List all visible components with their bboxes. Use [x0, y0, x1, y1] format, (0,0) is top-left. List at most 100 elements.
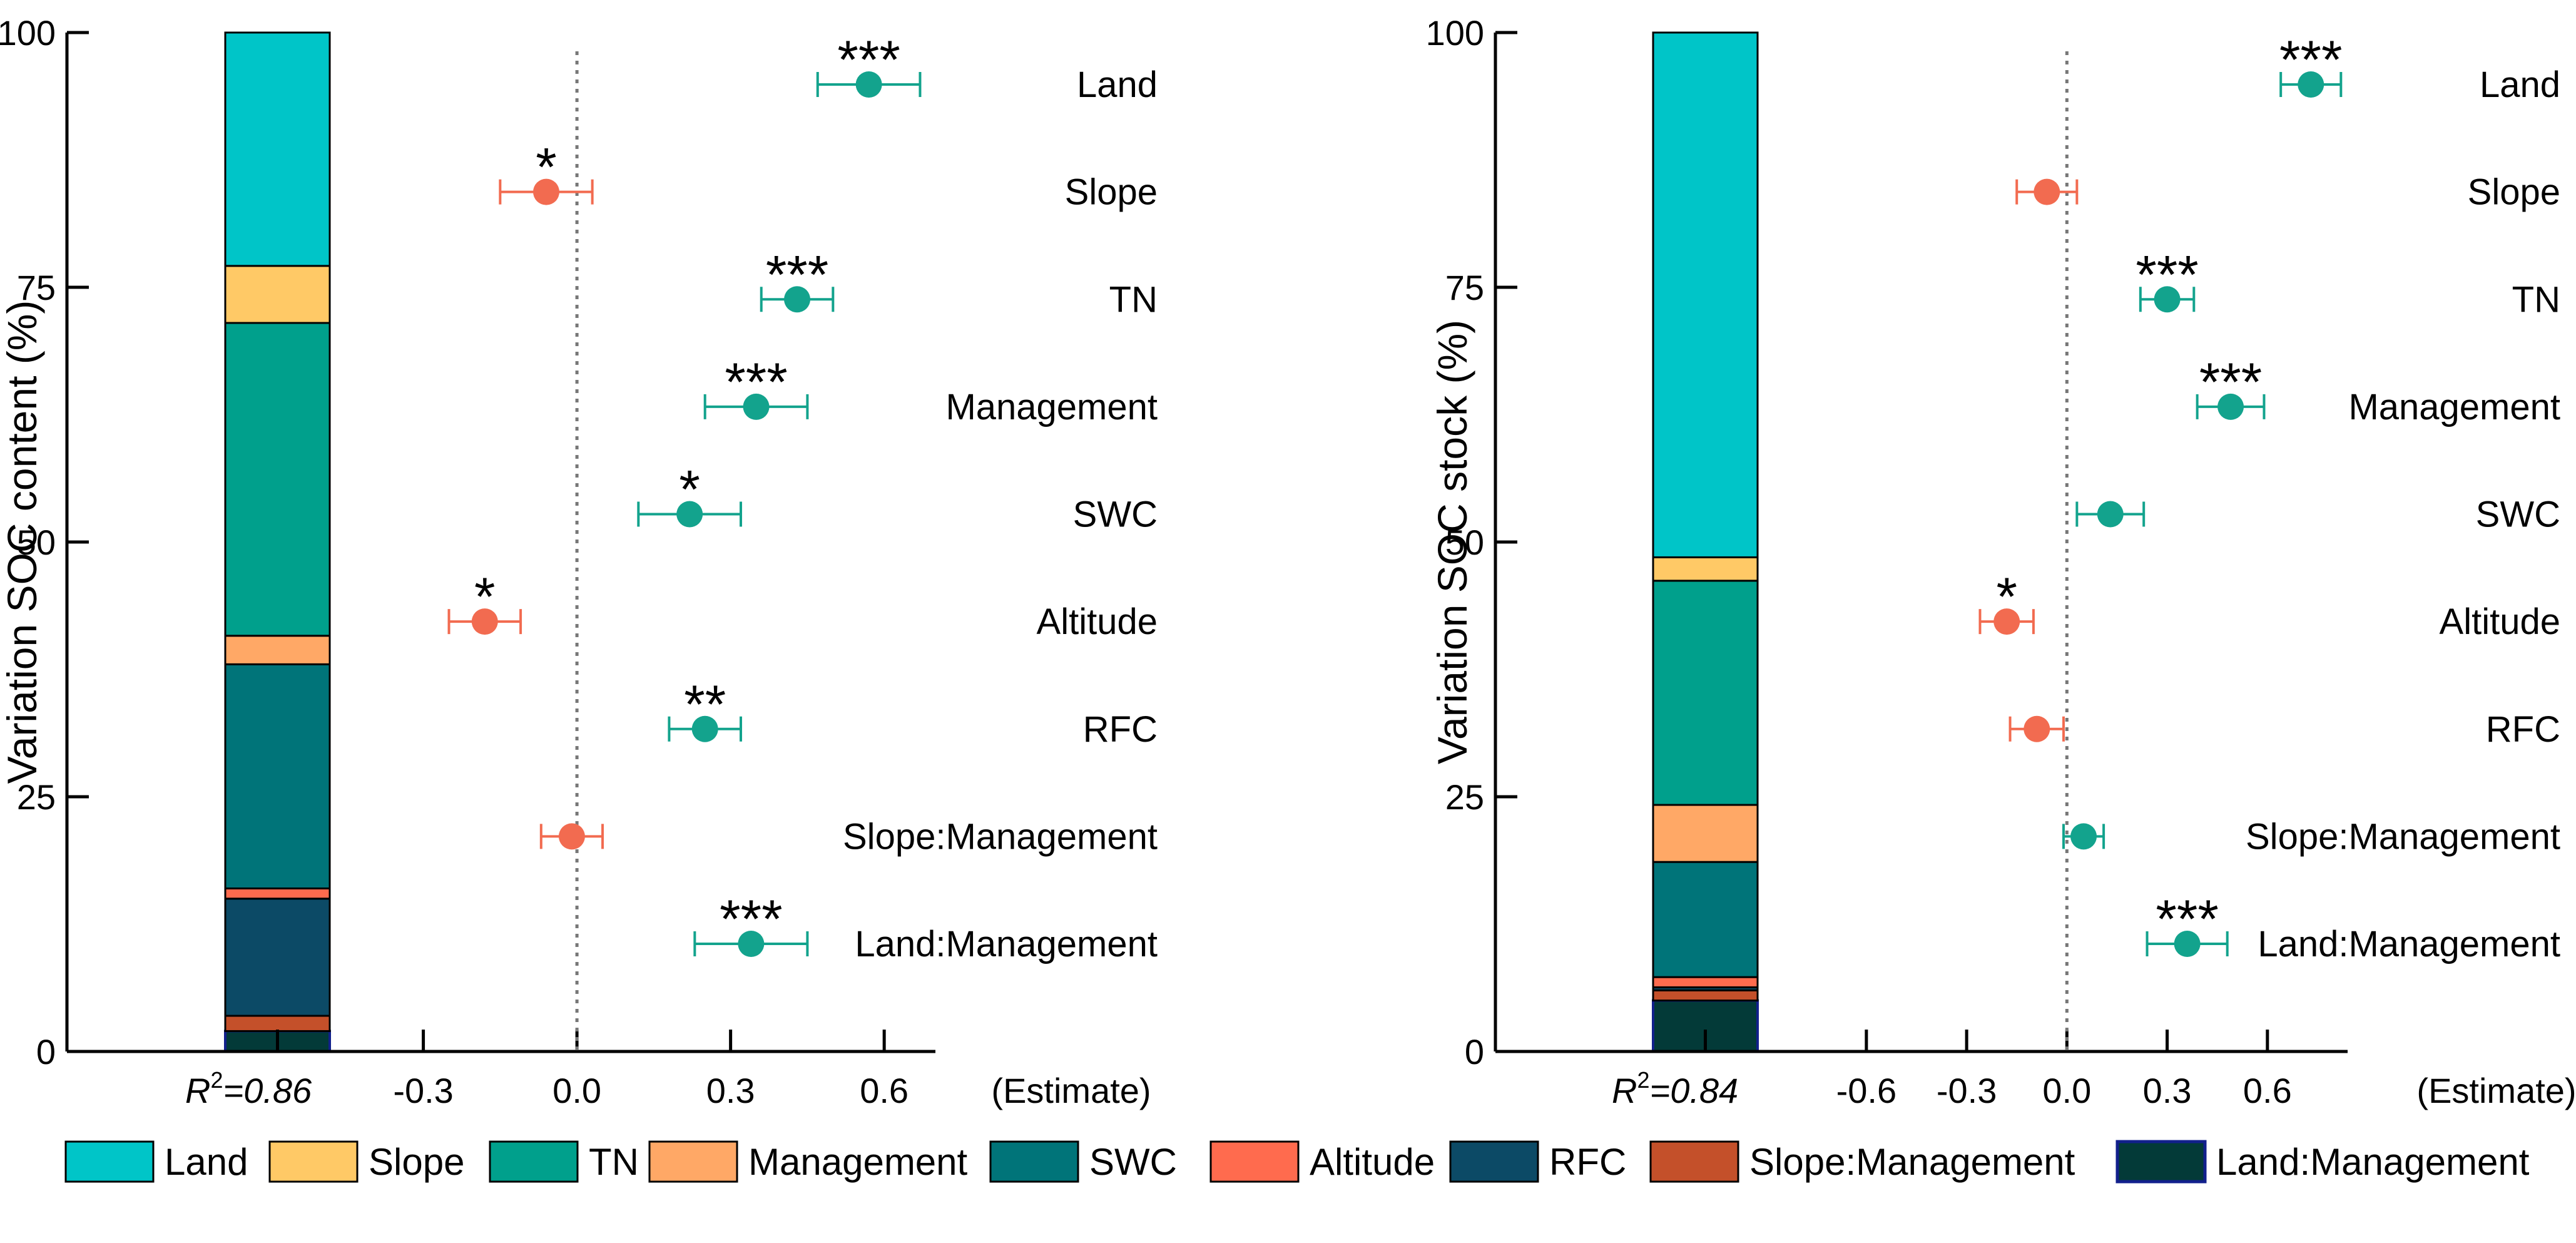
y-tick-label: 0 [36, 1032, 56, 1072]
estimate-point-tn [784, 286, 811, 313]
stack-segment-land [224, 31, 331, 267]
stack-segment-swc [1652, 861, 1759, 978]
x-tick-label: 0.0 [2042, 1071, 2091, 1110]
stack-segment-slope-management [224, 1015, 331, 1032]
r2-value: =0.86 [223, 1071, 312, 1110]
stack-segment-slope-management [1652, 989, 1759, 1002]
stack-segment-land [1652, 31, 1759, 558]
significance-management: *** [2199, 352, 2262, 412]
estimate-point-slope [2034, 178, 2060, 205]
row-label-land: Land [1077, 64, 1158, 105]
y-tick-label: 25 [17, 777, 56, 817]
legend-swatch-swc [989, 1140, 1079, 1183]
legend-label-tn: TN [589, 1141, 639, 1183]
y-tick-label: 100 [0, 13, 56, 53]
stack-segment-tn [224, 322, 331, 637]
x-tick-label: 0.6 [2243, 1071, 2292, 1110]
row-label-rfc: RFC [1083, 709, 1158, 750]
significance-rfc: ** [684, 675, 726, 735]
y-tick-label: 50 [1445, 523, 1484, 562]
estimate-point-management [2217, 393, 2244, 420]
legend: Land Slope TN Management SWC Altitude RFC Slope… [64, 1140, 2530, 1184]
legend-swatch-land [64, 1140, 155, 1183]
legend-label-management: Management [748, 1141, 968, 1183]
row-label-swc: SWC [2476, 494, 2560, 535]
stack-segment-slope [1652, 556, 1759, 582]
x-axis-title: (Estimate) [2416, 1071, 2576, 1110]
estimate-point-slope-management [2070, 823, 2097, 850]
x-tick-label: -0.3 [1937, 1071, 1997, 1110]
estimate-point-rfc [691, 715, 718, 742]
row-label-management: Management [2348, 387, 2560, 427]
estimate-point-slope-management [558, 823, 585, 850]
estimate-point-altitude [1993, 608, 2020, 635]
estimate-point-land [2298, 71, 2324, 98]
panel-soc-stock: 0 25 50 75 100 Variation SOC stock (%) -0.6 -0.… [1426, 13, 2576, 1110]
row-label-slope: Slope [2468, 172, 2560, 213]
estimate-point-rfc [2024, 715, 2050, 742]
stack-segment-rfc [224, 898, 331, 1017]
significance-altitude: * [1996, 567, 2017, 627]
legend-label-slope-management: Slope:Management [1749, 1141, 2075, 1183]
stack-segment-altitude [224, 887, 331, 900]
significance-swc: * [679, 460, 700, 520]
y-tick-label: 0 [1465, 1032, 1484, 1072]
legend-swatch-slope [268, 1140, 359, 1183]
x-tick-label: -0.3 [393, 1071, 454, 1110]
significance-land-management: *** [720, 889, 782, 949]
estimate-point-slope [533, 178, 559, 205]
row-label-swc: SWC [1073, 494, 1158, 535]
stack-segment-management [224, 635, 331, 665]
legend-label-swc: SWC [1089, 1141, 1177, 1183]
legend-label-altitude: Altitude [1310, 1141, 1435, 1183]
legend-swatch-altitude [1209, 1140, 1300, 1183]
y-axis-title: Variation SOC stock (%) [1429, 320, 1475, 764]
y-tick-label: 50 [17, 523, 56, 562]
x-tick-label: 0.6 [860, 1071, 909, 1110]
row-label-management: Management [945, 387, 1158, 427]
x-tick-label: 0.3 [706, 1071, 755, 1110]
legend-label-land-management: Land:Management [2216, 1141, 2530, 1183]
legend-swatch-land-management [2115, 1140, 2207, 1184]
r2-symbol: R [1612, 1071, 1637, 1110]
row-label-altitude: Altitude [1037, 601, 1158, 642]
significance-land-management: *** [2156, 889, 2218, 949]
estimate-point-tn [2154, 286, 2181, 313]
legend-swatch-slope-management [1649, 1140, 1739, 1183]
row-label-slope-management: Slope:Management [2246, 816, 2560, 857]
panel-soc-content: 0 25 50 75 100 Variation SOC content (%) -0.3 0… [0, 13, 1158, 1110]
x-axis-title: (Estimate) [991, 1071, 1151, 1110]
y-tick-label: 25 [1445, 777, 1484, 817]
estimate-point-land-management [738, 931, 765, 957]
significance-tn: *** [766, 245, 828, 305]
legend-label-rfc: RFC [1549, 1141, 1626, 1183]
r2-superscript: 2 [1637, 1067, 1649, 1093]
stack-segment-altitude [1652, 976, 1759, 988]
significance-tn: *** [2136, 245, 2198, 305]
estimate-point-management [743, 393, 770, 420]
estimate-point-land [855, 71, 882, 98]
row-label-land-management: Land:Management [855, 924, 1158, 964]
r2-superscript: 2 [210, 1067, 223, 1093]
x-tick-label: 0.3 [2143, 1071, 2192, 1110]
y-tick-label: 75 [17, 268, 56, 307]
estimate-point-land-management [2174, 931, 2201, 957]
legend-swatch-tn [489, 1140, 579, 1183]
y-tick-label: 75 [1445, 268, 1484, 307]
y-tick-label: 100 [1426, 13, 1484, 53]
row-label-tn: TN [1109, 279, 1158, 320]
significance-slope: * [536, 138, 556, 198]
significance-altitude: * [474, 567, 495, 627]
row-label-tn: TN [2512, 279, 2560, 320]
significance-management: *** [725, 352, 787, 412]
x-tick-label: 0.0 [552, 1071, 601, 1110]
legend-label-slope: Slope [369, 1141, 464, 1183]
x-tick-label: -0.6 [1836, 1071, 1897, 1110]
significance-land: *** [837, 30, 900, 90]
r2-value: =0.84 [1649, 1071, 1738, 1110]
stack-segment-slope [224, 265, 331, 324]
r2-label: R2=0.84 [1612, 1067, 1738, 1110]
legend-swatch-management [648, 1140, 738, 1183]
row-label-altitude: Altitude [2440, 601, 2560, 642]
